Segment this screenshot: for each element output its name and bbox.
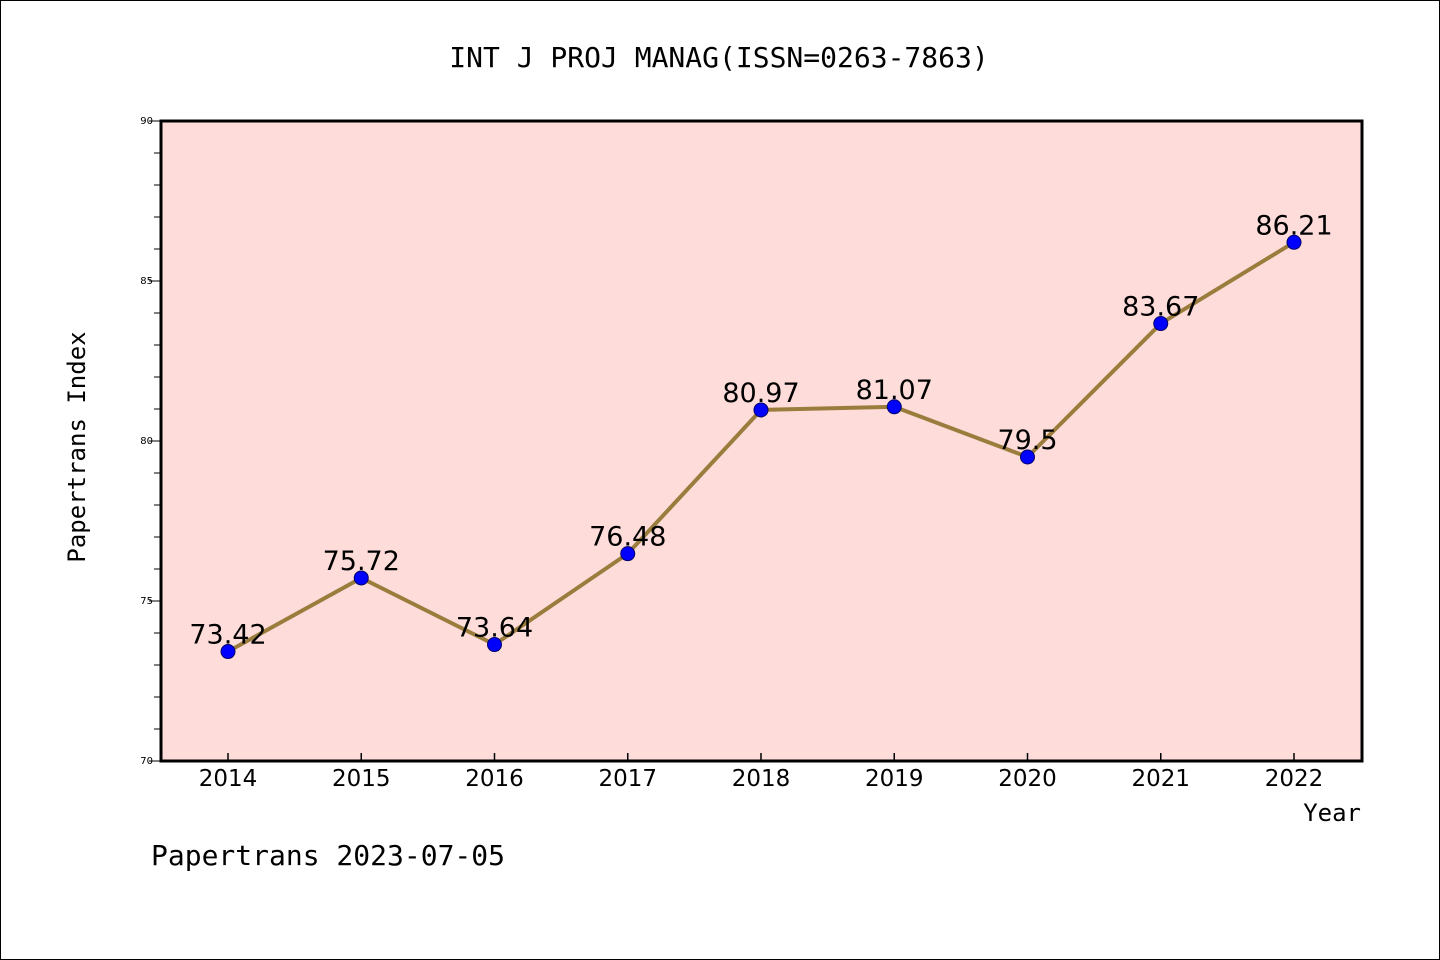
x-tick-label: 2018 bbox=[732, 766, 791, 792]
y-tick-label: 70 bbox=[140, 756, 153, 767]
data-point bbox=[753, 402, 769, 418]
x-tick-label: 2016 bbox=[465, 766, 524, 792]
y-axis-label: Papertrans Index bbox=[63, 331, 91, 562]
data-point bbox=[353, 570, 369, 586]
data-label: 73.64 bbox=[456, 613, 533, 644]
data-label: 81.07 bbox=[856, 375, 933, 406]
data-point bbox=[620, 546, 636, 562]
x-tick-label: 2017 bbox=[598, 766, 657, 792]
x-tick-label: 2019 bbox=[865, 766, 924, 792]
x-tick-label: 2020 bbox=[998, 766, 1057, 792]
data-label: 73.42 bbox=[189, 620, 266, 651]
data-point bbox=[1153, 316, 1169, 332]
x-axis-label: Year bbox=[1303, 799, 1361, 827]
x-tick-label: 2021 bbox=[1131, 766, 1190, 792]
data-label: 86.21 bbox=[1255, 210, 1332, 241]
data-label: 80.97 bbox=[722, 378, 799, 409]
x-axis: 2014 2015 2016 2017 2018 2019 2020 2021 2022 bbox=[199, 753, 1324, 792]
y-tick-label: 80 bbox=[140, 436, 153, 447]
data-point bbox=[1020, 449, 1035, 465]
x-tick-label: 2014 bbox=[199, 766, 258, 792]
data-labels: 73.42 75.72 73.64 76.48 80.97 81.07 79.5 83.67 8… bbox=[189, 210, 1332, 650]
x-tick-label: 2015 bbox=[332, 766, 391, 792]
data-label: 75.72 bbox=[323, 546, 400, 577]
footer-text: Papertrans 2023-07-05 bbox=[151, 839, 505, 872]
plot-area bbox=[159, 119, 1364, 763]
data-point bbox=[487, 637, 502, 653]
chart-title: INT J PROJ MANAG(ISSN=0263-7863) bbox=[449, 41, 988, 74]
y-tick-label: 90 bbox=[140, 116, 153, 127]
data-label: 76.48 bbox=[589, 522, 666, 553]
x-tick-label: 2022 bbox=[1265, 766, 1324, 792]
data-point bbox=[220, 644, 236, 660]
data-label: 79.5 bbox=[997, 425, 1057, 456]
data-label: 83.67 bbox=[1122, 292, 1199, 323]
y-tick-label: 75 bbox=[140, 596, 153, 607]
y-tick-label: 85 bbox=[140, 276, 153, 287]
y-axis: 70 75 80 85 90 bbox=[140, 116, 161, 767]
data-point bbox=[1286, 234, 1302, 250]
series-markers bbox=[220, 234, 1302, 660]
data-point bbox=[886, 399, 902, 415]
